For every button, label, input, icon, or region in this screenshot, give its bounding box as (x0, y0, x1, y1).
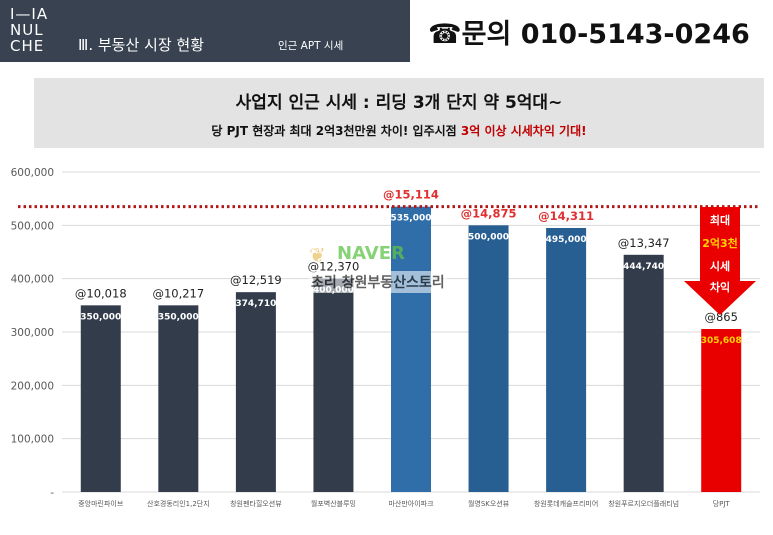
y-tick-label: 500,000 (11, 220, 54, 232)
bar-value-label: 350,000 (158, 312, 199, 322)
bar-unit-price-label: @15,114 (383, 188, 439, 202)
difference-arrow-head (684, 281, 756, 315)
y-tick-label: 100,000 (11, 434, 54, 446)
bar-value-label: 374,710 (235, 299, 276, 309)
bar (313, 278, 354, 492)
watermark-brand: NAVER (337, 243, 405, 264)
x-category-label: 산호경동리인1,2단지 (147, 499, 210, 508)
x-category-label: 중앙마린파이브 (78, 499, 124, 508)
x-category-label: 당PJT (713, 499, 731, 508)
bar (623, 254, 664, 492)
section-title: Ⅲ. 부동산 시장 현황 (78, 36, 205, 54)
difference-arrow-body (700, 207, 740, 282)
logo-line-3: CHE (10, 37, 45, 55)
summary-banner: 사업지 인근 시세 : 리딩 3개 단지 약 5억대~ 당 PJT 현장과 최대… (34, 78, 764, 148)
hanulche-logo: I—IA NUL CHE (10, 6, 48, 54)
bar-unit-price-label: @14,311 (538, 209, 594, 223)
y-tick-label: 600,000 (11, 167, 54, 179)
bar-value-label: 444,740 (623, 262, 664, 272)
section-subtitle: 인근 APT 시세 (278, 40, 344, 52)
x-category-label: 월포벽산블루밍 (311, 499, 356, 508)
x-category-label: 창원롯데캐슬프리미어 (534, 499, 598, 508)
bar (701, 329, 742, 492)
banner-sub-text: 당 PJT 현장과 최대 2억3천만원 차이! 입주시점 (211, 124, 461, 138)
bar-value-label: 495,000 (546, 235, 587, 245)
naver-watermark: ❦ NAVER 초리 창원부동산스토리 (305, 243, 475, 299)
banner-subtitle: 당 PJT 현장과 최대 2억3천만원 차이! 입주시점 3억 이상 시세차익 … (34, 122, 764, 139)
x-category-label: 창원푸르지오더플래티넘 (608, 499, 679, 508)
y-tick-label: 400,000 (11, 274, 54, 286)
y-tick-label: - (50, 487, 54, 499)
bar (546, 228, 587, 492)
watermark-text: 초리 창원부동산스토리 (309, 271, 447, 293)
bar-unit-price-label: @13,347 (618, 236, 670, 250)
header-bar: I—IA NUL CHE Ⅲ. 부동산 시장 현황 인근 APT 시세 (0, 0, 410, 62)
arrow-text-3: 시세 (709, 260, 731, 273)
arrow-text-4: 차익 (709, 281, 731, 294)
banner-title: 사업지 인근 시세 : 리딩 3개 단지 약 5억대~ (235, 93, 563, 113)
bar (235, 292, 276, 492)
logo-line-2: NUL (10, 21, 44, 39)
arrow-text-1: 최대 (709, 214, 731, 227)
x-category-label: 창원펜타힐오션뷰 (230, 499, 282, 508)
logo-line-1: I—IA (10, 5, 49, 23)
y-tick-label: 200,000 (11, 380, 54, 392)
bar-unit-price-label: @14,875 (461, 206, 517, 220)
bar-unit-price-label: @12,370 (308, 260, 360, 274)
bar-unit-price-label: @10,018 (75, 286, 127, 300)
arrow-text-2: 2억3천 (702, 237, 738, 250)
y-tick-label: 300,000 (11, 327, 54, 339)
price-bar-chart: - 100,000 200,000 300,000 400,000 500,000 600,… (11, 167, 760, 508)
bar-unit-price-label: @12,519 (230, 273, 282, 287)
leaf-icon: ❦ (309, 243, 326, 267)
banner-sub-highlight: 3억 이상 시세차익 기대! (460, 124, 587, 138)
bar (158, 305, 199, 492)
bar-value-label: 500,000 (468, 232, 509, 242)
bar (80, 305, 121, 492)
bar (468, 225, 509, 492)
contact-phone[interactable]: ☎문의 010-5143-0246 (428, 19, 750, 50)
x-category-label: 마산만아이파크 (388, 499, 434, 508)
bar (391, 206, 431, 492)
bar-value-label: 535,000 (391, 214, 432, 224)
bar-value-label: 350,000 (80, 312, 121, 322)
bar-unit-price-label: @10,217 (152, 286, 204, 300)
bar-value-label: 305,608 (701, 336, 742, 346)
x-category-label: 월영SK오션뷰 (468, 499, 510, 508)
